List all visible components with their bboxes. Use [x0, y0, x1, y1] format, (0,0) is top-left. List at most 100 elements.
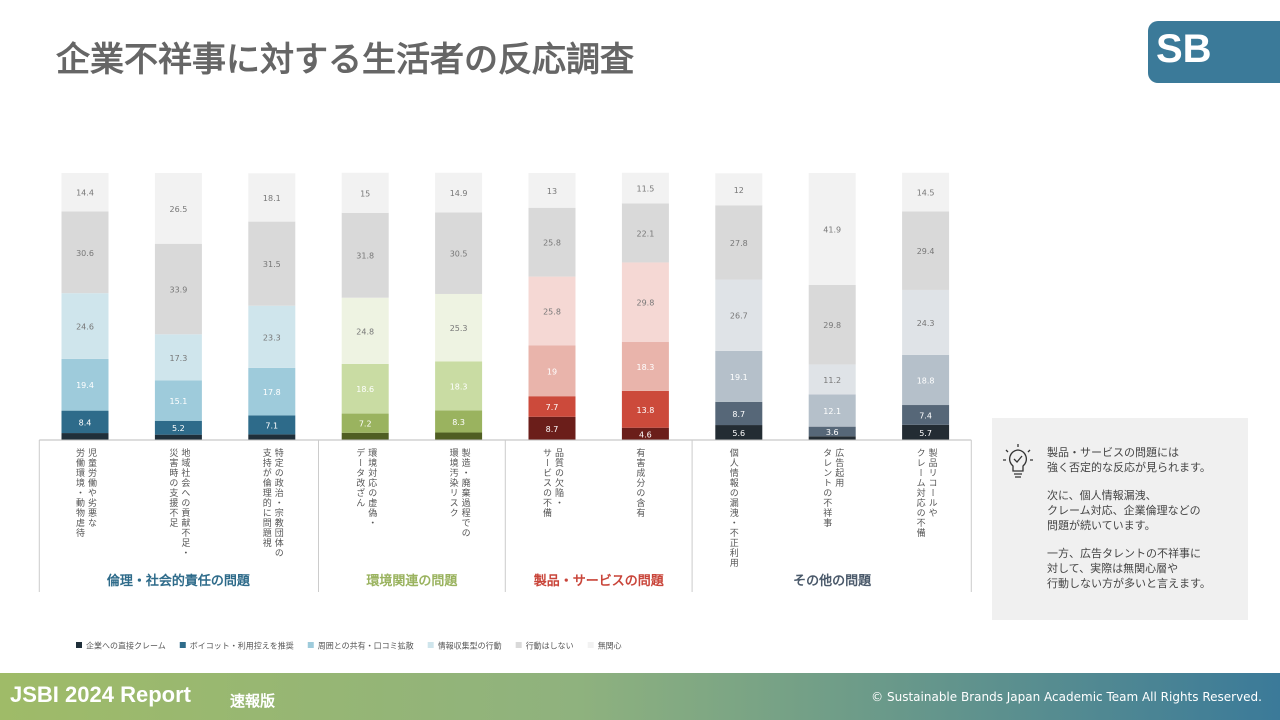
- note-line: 強く否定的な反応が見られます。: [1047, 461, 1211, 474]
- bar-segment: [154, 380, 202, 421]
- data-label: 5.7: [919, 429, 932, 438]
- legend-label: ボイコット・利用控えを推奨: [190, 641, 294, 651]
- bar-segment: [621, 262, 669, 343]
- bar-segment: [808, 394, 856, 427]
- legend-label: 周囲との共有・口コミ拡散: [318, 641, 414, 651]
- data-label: 17.8: [263, 388, 281, 397]
- legend-swatch: [179, 642, 186, 648]
- bar-segment: [435, 172, 483, 213]
- group-label: 環境関連の問題: [366, 574, 458, 589]
- bar-segment: [715, 205, 763, 280]
- category-label: 広告起用 タレントの不祥事: [821, 448, 844, 528]
- data-label: 22.1: [636, 229, 654, 238]
- logo: SB: [1148, 21, 1280, 83]
- bar-segment: [528, 173, 576, 208]
- data-label: 13.8: [636, 406, 654, 415]
- data-label: 25.8: [543, 308, 561, 317]
- bar-segment: [528, 416, 576, 440]
- title: 企業不祥事に対する生活者の反応調査: [56, 40, 634, 80]
- data-label: 19.1: [730, 373, 748, 382]
- category-label: 個人情報の漏洩・不正利用: [727, 448, 738, 568]
- note-paragraph: 一方、広告タレントの不祥事に 対して、実際は無関心層や 行動しない方が多いと言えます…: [1047, 546, 1211, 591]
- bar-segment: [808, 436, 856, 440]
- data-label: 24.8: [356, 327, 374, 336]
- data-label: 24.6: [76, 322, 94, 331]
- data-label: 11.5: [636, 185, 654, 194]
- bar-segment: [248, 434, 296, 440]
- note-line: 次に、個人情報漏洩、: [1047, 489, 1157, 502]
- bar-segment: [435, 293, 483, 362]
- bar-segment: [528, 207, 576, 277]
- data-label: 5.6: [732, 429, 745, 438]
- bar-segment: [715, 350, 763, 402]
- category-label: 製造・廃棄過程での 環境汚染リスク: [447, 448, 470, 538]
- data-label: 18.8: [917, 376, 935, 385]
- data-label: 19: [547, 367, 557, 376]
- bulb-icon: [1003, 444, 1033, 478]
- data-label: 23.3: [263, 333, 281, 342]
- bar-segment: [715, 425, 763, 440]
- bar-segment: [902, 424, 950, 440]
- data-label: 13: [547, 187, 557, 196]
- data-label: 18.6: [356, 385, 374, 394]
- bar-segment: [621, 390, 669, 428]
- bar-segment: [248, 367, 296, 416]
- bar-segment: [435, 212, 483, 294]
- bar-segment: [808, 426, 856, 437]
- data-label: 31.5: [263, 260, 281, 269]
- bar-segment: [341, 413, 389, 433]
- note-line: 対して、実際は無関心層や: [1047, 562, 1179, 575]
- bar-segment: [621, 172, 669, 204]
- data-label: 12: [734, 186, 744, 195]
- data-label: 8.3: [452, 418, 465, 427]
- note-paragraph: 次に、個人情報漏洩、 クレーム対応、企業倫理などの 問題が続いています。: [1047, 488, 1211, 533]
- data-label: 24.3: [917, 319, 935, 328]
- data-label: 7.2: [359, 420, 372, 429]
- bar-segment: [715, 279, 763, 351]
- bar-segment: [154, 420, 202, 435]
- data-label: 8.4: [79, 418, 92, 427]
- legend-swatch: [76, 642, 82, 648]
- bar-segment: [154, 334, 202, 381]
- note-line: 一方、広告タレントの不祥事に: [1047, 547, 1201, 560]
- data-label: 26.5: [169, 205, 187, 214]
- data-label: 7.4: [919, 411, 932, 420]
- data-label: 19.4: [76, 381, 94, 390]
- category-label: 地域社会への貢献不足・ 災害時の支援不足: [167, 448, 190, 558]
- data-label: 3.6: [826, 428, 839, 437]
- data-label: 5.2: [172, 424, 185, 433]
- bar-segment: [528, 396, 576, 417]
- note-text: 製品・サービスの問題には 強く否定的な反応が見られます。 次に、個人情報漏洩、 クレー…: [1047, 445, 1211, 604]
- legend-swatch: [587, 642, 594, 648]
- data-label: 14.5: [917, 189, 935, 198]
- category-label: 環境対応の虚偽・ データ改ざん: [354, 448, 377, 528]
- data-label: 25.8: [543, 239, 561, 248]
- bar-segment: [808, 173, 856, 285]
- data-label: 29.4: [917, 247, 935, 256]
- bar-segment: [435, 410, 483, 433]
- data-label: 4.6: [639, 430, 652, 439]
- data-label: 15: [360, 189, 370, 198]
- bar-segment: [154, 243, 202, 335]
- category-label: 製品リコールや クレーム対応の不備: [914, 448, 937, 538]
- legend-swatch: [307, 642, 314, 648]
- data-label: 7.7: [546, 403, 559, 412]
- bar-segment: [61, 293, 109, 359]
- legend-label: 行動はしない: [526, 641, 574, 651]
- legend-swatch: [515, 642, 522, 648]
- bar-segment: [902, 211, 950, 290]
- data-label: 8.7: [732, 410, 745, 419]
- data-label: 27.8: [730, 239, 748, 248]
- group-label: 倫理・社会的責任の問題: [106, 574, 250, 589]
- logo-text: SB: [1156, 27, 1212, 71]
- data-label: 8.7: [546, 425, 559, 434]
- data-label: 17.3: [169, 354, 187, 363]
- bar-segment: [528, 276, 576, 346]
- legend-label: 企業への直接クレーム: [86, 641, 166, 651]
- note-line: クレーム対応、企業倫理などの: [1047, 504, 1201, 517]
- note-box: 製品・サービスの問題には 強く否定的な反応が見られます。 次に、個人情報漏洩、 クレー…: [992, 418, 1248, 620]
- bar-segment: [248, 415, 296, 435]
- data-label: 33.9: [169, 286, 187, 295]
- data-label: 30.5: [450, 250, 468, 259]
